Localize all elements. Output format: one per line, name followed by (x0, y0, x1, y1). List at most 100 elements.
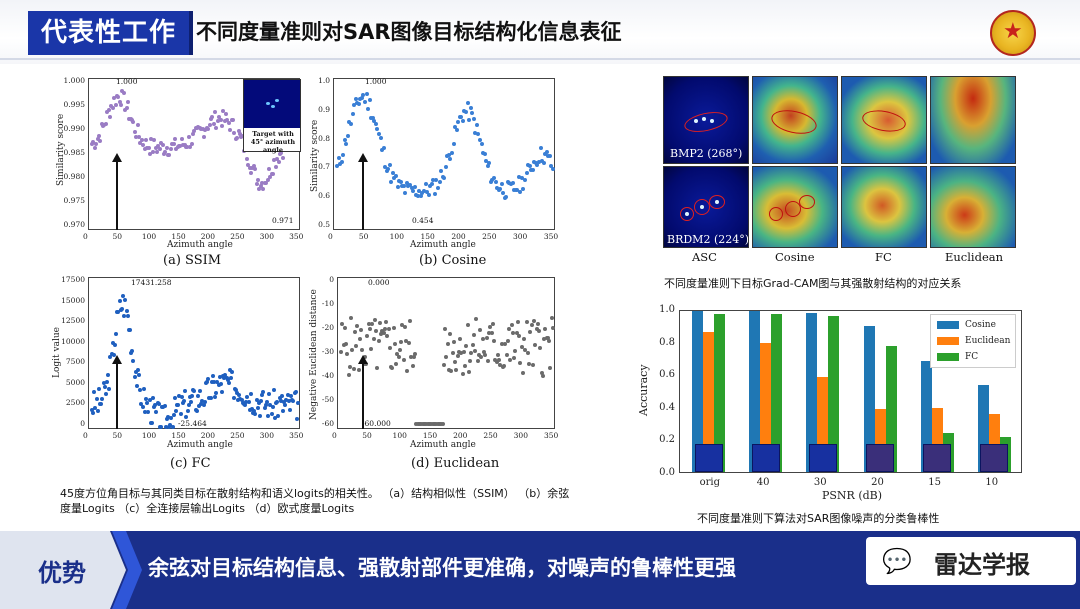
scatter-point (268, 175, 273, 180)
scatter-point (275, 400, 280, 405)
scatter-point (218, 382, 223, 387)
scatter-point (261, 389, 266, 394)
scatter-point (207, 122, 212, 127)
scatter-point (277, 396, 282, 401)
bar-xtick: 10 (985, 477, 999, 488)
scatter-point (439, 169, 444, 174)
scatter-point (266, 414, 271, 419)
scatter-point (491, 175, 496, 180)
scatter-point (551, 325, 555, 330)
scatter-point (266, 166, 271, 171)
scatter-point (356, 368, 361, 373)
target-sar-image (244, 80, 300, 128)
scatter-point (413, 351, 417, 356)
scatter-point (538, 345, 543, 350)
scatter-point (240, 134, 245, 139)
scatter-point (141, 387, 146, 392)
scatter-point (386, 326, 391, 331)
scatter-point (186, 402, 191, 407)
scatter-point (140, 405, 145, 410)
scatter-point (464, 344, 469, 349)
scatter-point (351, 367, 356, 372)
euclid-xtick: 50 (362, 431, 372, 440)
bar-fc-30 (828, 315, 840, 472)
scatter-point (123, 108, 128, 113)
scatter-point (459, 351, 464, 356)
scatter-point (264, 181, 269, 186)
scatter-point (210, 114, 215, 119)
scatter-point (412, 184, 417, 189)
euclid-annot-max: 0.000 (368, 278, 390, 287)
scatter-point (236, 398, 241, 403)
scatter-point (170, 425, 175, 429)
cosine-xtick: 250 (482, 232, 497, 241)
scatter-point (261, 187, 266, 192)
euclid-xtick: 100 (392, 431, 407, 440)
scatter-point (172, 136, 177, 141)
scatter-point (443, 164, 448, 169)
bar-cosine-orig (692, 311, 704, 472)
scatter-point (179, 394, 184, 399)
scatter-point (385, 334, 390, 339)
ssim-ytick: 0.995 (63, 100, 85, 109)
scatter-point (239, 397, 244, 402)
scatter-point (165, 414, 170, 419)
scatter-point (411, 189, 416, 194)
scatter-point (142, 147, 147, 152)
legend-cosine: Cosine (937, 320, 996, 330)
euclid-ytick: -30 (321, 347, 334, 356)
scatter-point (190, 132, 195, 136)
scatter-point (263, 403, 268, 408)
scatter-point (525, 351, 530, 356)
bar-xtick: 15 (928, 477, 941, 488)
fc-xtick: 0 (83, 431, 88, 440)
scatter-point (143, 137, 148, 142)
euclid-ytick: -10 (321, 299, 334, 308)
scatter-point (285, 393, 290, 398)
scatter-point (114, 332, 119, 337)
scatter-point (475, 359, 480, 364)
scatter-point (91, 411, 96, 416)
scatter-point (411, 355, 416, 360)
scatter-point (539, 371, 544, 376)
legend-swatch-fc (937, 352, 959, 361)
scatter-point (395, 184, 400, 189)
scatter-point (249, 407, 254, 412)
scatter-point (387, 162, 392, 167)
scatter-point (504, 353, 509, 358)
scatter-point (98, 138, 103, 143)
scatter-point (228, 367, 233, 372)
scatter-point (461, 349, 466, 354)
scatter-point (338, 161, 343, 166)
fc-ytick: 7500 (65, 357, 85, 367)
euclid-xtick: 250 (483, 431, 498, 440)
footer-tag: 优势 (0, 531, 126, 609)
scatter-point (508, 358, 513, 363)
bar-euclidean-30 (817, 377, 829, 472)
bar-euclidean-10 (988, 414, 1000, 472)
fc-ytick: 2500 (65, 398, 85, 408)
scatter-point (543, 152, 548, 157)
scatter-point (99, 402, 104, 406)
scatter-point (167, 153, 172, 158)
scatter-point (379, 331, 384, 336)
scatter-point (185, 145, 190, 150)
scatter-point (201, 134, 206, 139)
scatter-point (92, 389, 97, 394)
scatter-point (515, 320, 520, 325)
ssim-xtick: 50 (112, 232, 122, 241)
col-label-fc: FC (875, 250, 892, 264)
scatter-point (96, 387, 101, 392)
scatter-point (527, 361, 532, 366)
scatter-point (202, 399, 207, 404)
footer-tag-label: 优势 (38, 559, 86, 587)
scatter-point (482, 151, 487, 156)
scatter-point (178, 144, 183, 149)
col-label-asc: ASC (692, 250, 717, 264)
scatter-point (445, 342, 450, 347)
scatter-point (147, 397, 152, 402)
fc-arrow (112, 355, 122, 429)
scatter-point (197, 404, 202, 409)
wechat-badge: 💬 雷达学报 (866, 537, 1076, 585)
